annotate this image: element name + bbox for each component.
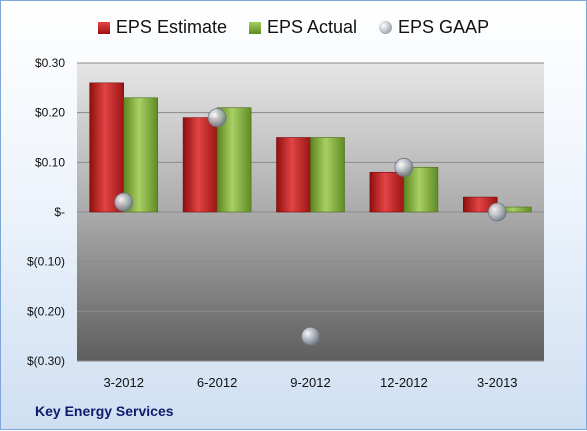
bars: [89, 82, 532, 213]
legend-label-gaap: EPS GAAP: [398, 17, 490, 37]
x-tick-label: 12-2012: [380, 375, 428, 390]
legend-item-estimate: EPS Estimate: [97, 17, 227, 38]
x-tick-label: 3-2012: [103, 375, 143, 390]
x-axis-ticks: 3-2012 6-2012 9-2012 12-2012 3-2013: [103, 375, 517, 390]
bar-eps-estimate: [369, 171, 405, 213]
gaap-marker: [487, 202, 507, 222]
gaap-marker: [301, 326, 320, 346]
legend-label-estimate: EPS Estimate: [115, 17, 227, 37]
x-tick-label: 6-2012: [197, 375, 237, 390]
y-tick-label: $(0.30): [27, 354, 65, 368]
y-tick-label: $(0.20): [27, 304, 65, 318]
y-tick-label: $0.10: [35, 155, 65, 169]
gaap-markers: [114, 108, 507, 346]
gaap-marker: [394, 157, 414, 177]
legend-label-actual: EPS Actual: [266, 17, 358, 37]
y-tick-label: $0.30: [35, 56, 65, 70]
legend-swatch-gaap: [379, 21, 393, 34]
x-tick-label: 3-2013: [477, 375, 517, 390]
bar-eps-estimate: [182, 117, 218, 213]
chart-legend: EPS Estimate EPS Actual EPS GAAP: [1, 17, 586, 38]
company-name: Key Energy Services: [35, 403, 174, 419]
legend-swatch-actual: [248, 21, 261, 34]
bar-eps-actual: [123, 97, 158, 213]
y-tick-label: $(0.10): [27, 255, 65, 269]
y-axis-ticks: $0.30 $0.20 $0.10 $- $(0.10) $(0.20) $(0.30): [27, 56, 65, 368]
legend-swatch-estimate: [97, 21, 110, 34]
bar-eps-actual: [310, 137, 345, 213]
y-tick-label: $0.20: [35, 106, 65, 120]
bar-eps-estimate: [89, 82, 124, 213]
y-tick-label: $-: [54, 205, 65, 219]
gaap-marker: [207, 108, 227, 128]
x-tick-label: 9-2012: [290, 375, 330, 390]
legend-item-actual: EPS Actual: [248, 17, 358, 38]
bar-eps-estimate: [276, 137, 311, 213]
gaap-marker: [114, 192, 134, 212]
legend-item-gaap: EPS GAAP: [379, 17, 489, 38]
